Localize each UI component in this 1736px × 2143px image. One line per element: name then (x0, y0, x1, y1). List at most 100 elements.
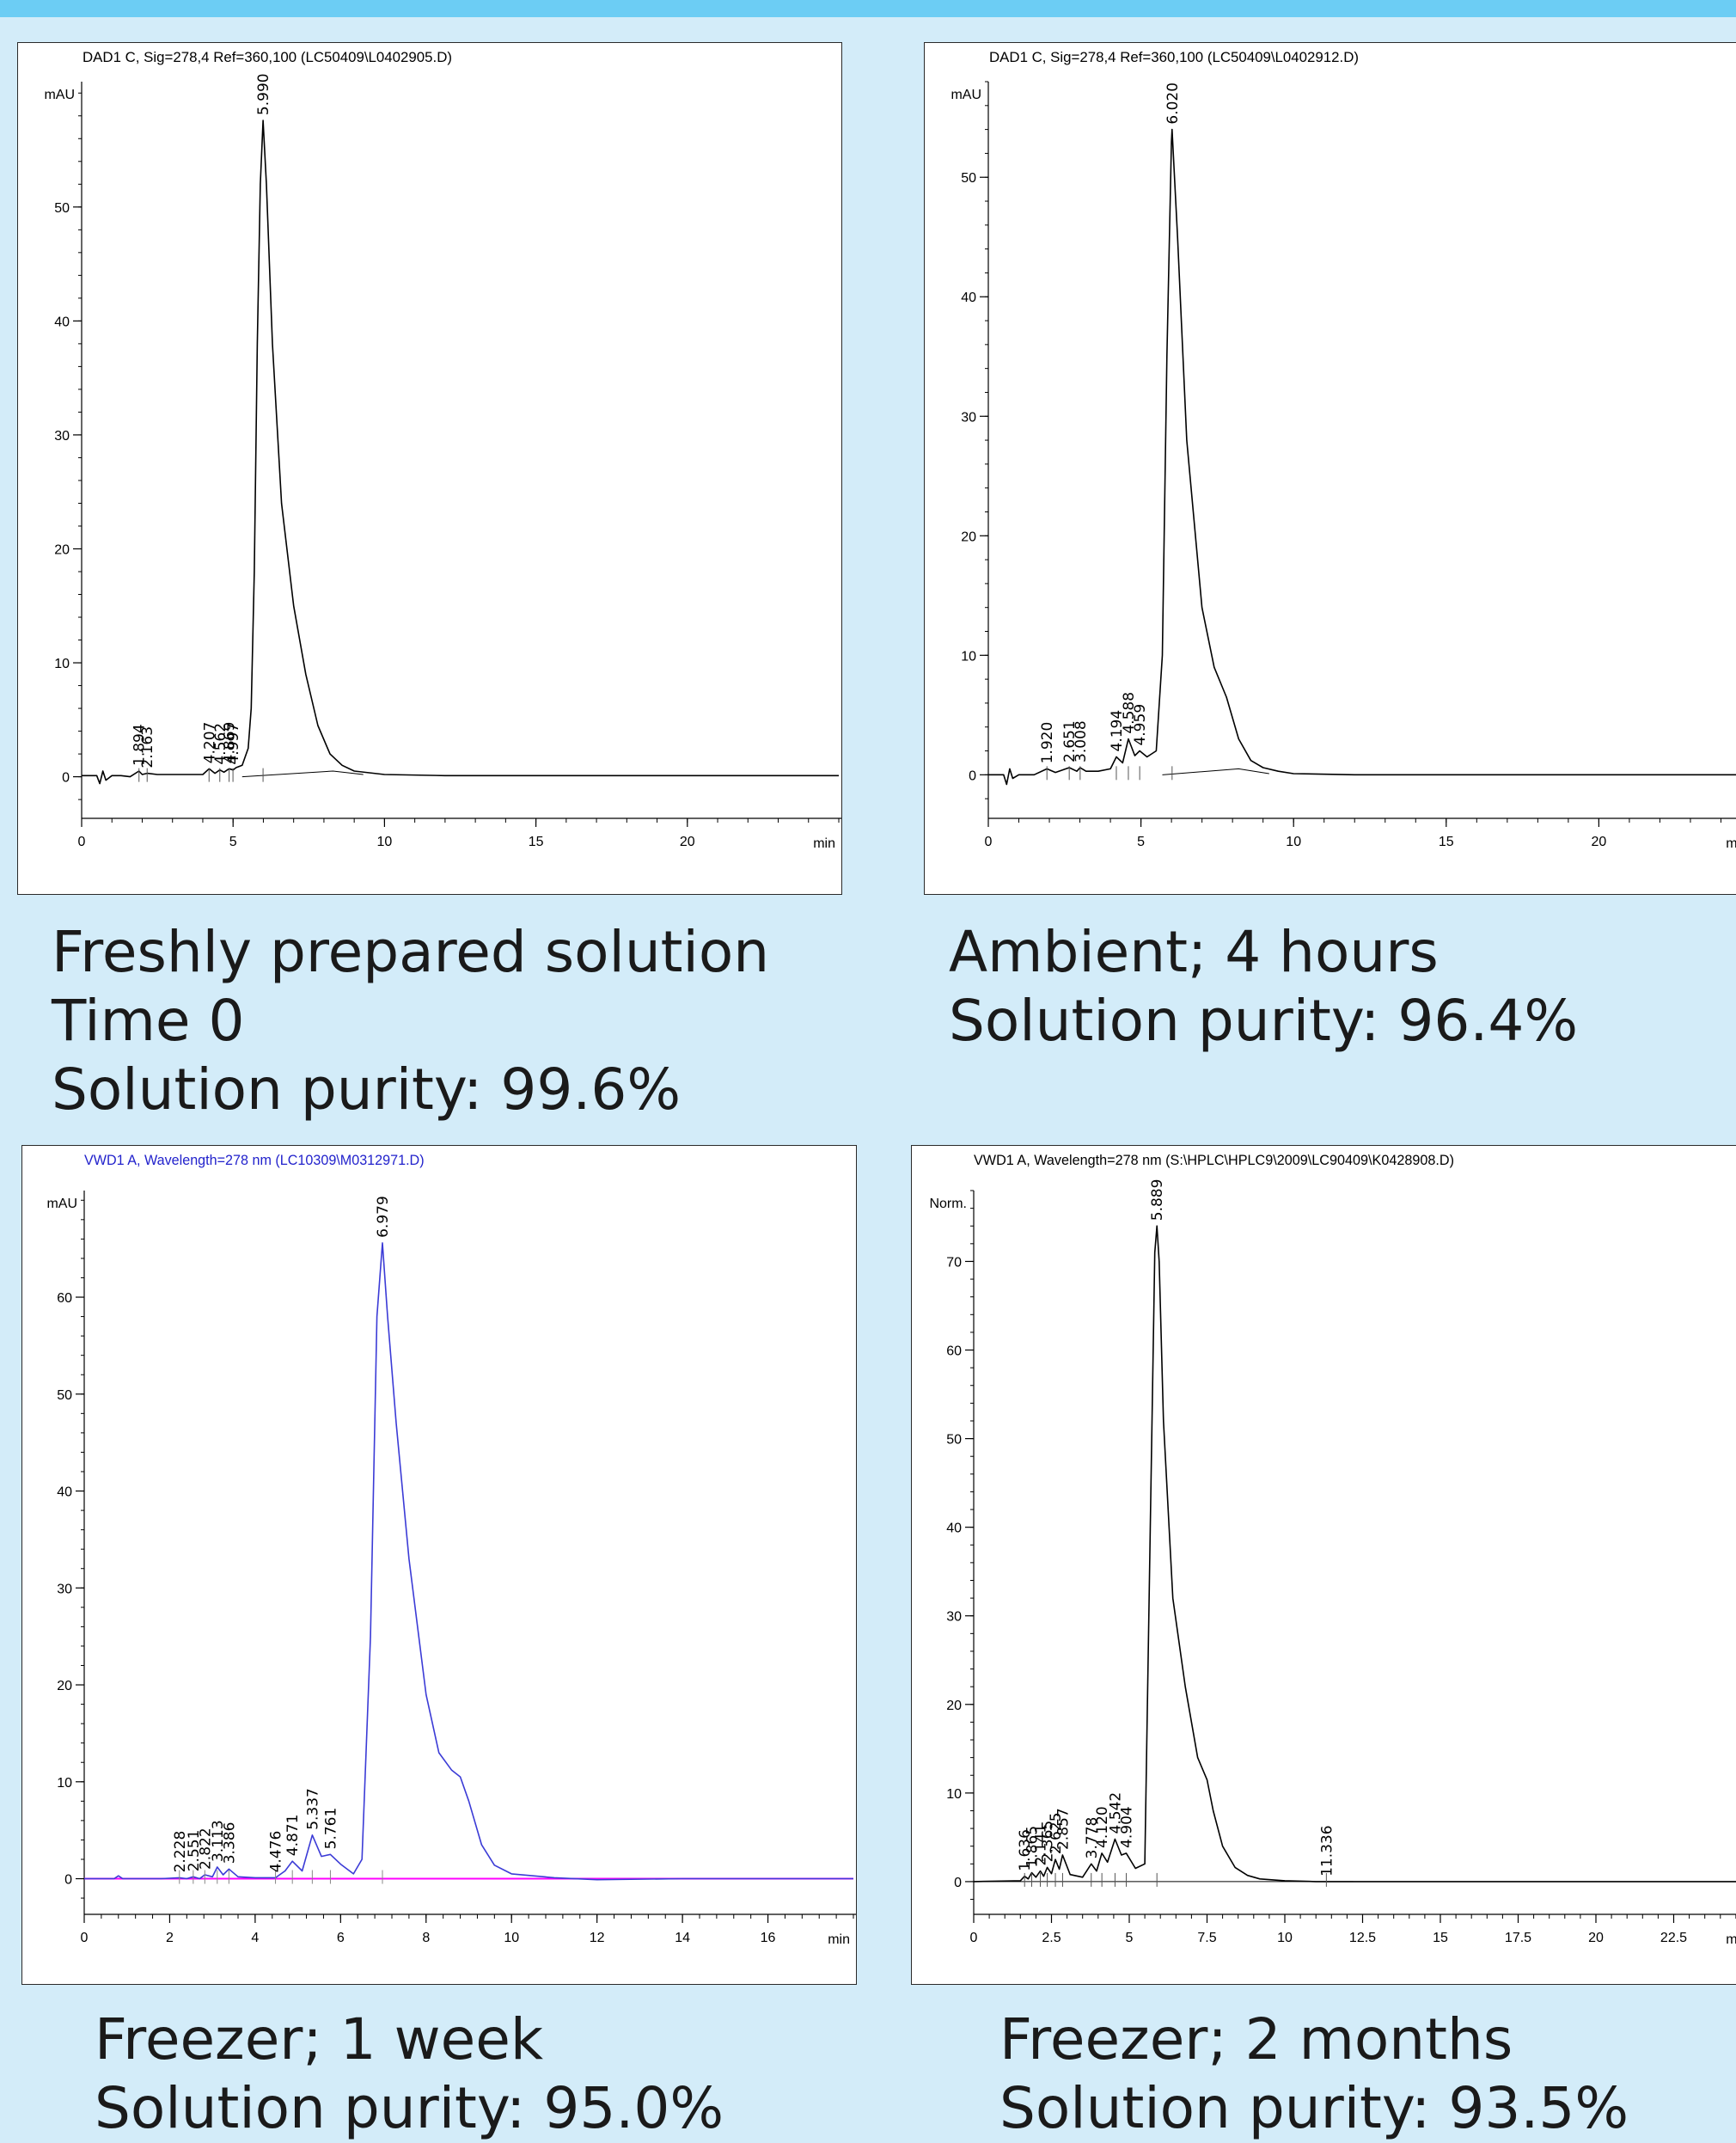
peak-label: 4.904 (1119, 1806, 1136, 1848)
y-tick-label: 20 (57, 1679, 72, 1693)
y-axis-unit: mAU (44, 88, 75, 102)
x-tick-label: 5 (1126, 1931, 1134, 1945)
peak-label: 4.588 (1121, 692, 1138, 734)
x-tick-label: 20 (1592, 835, 1607, 849)
peak-label: 1.894 (131, 724, 149, 766)
x-tick-label: 5 (1137, 835, 1145, 849)
y-tick-label: 40 (961, 291, 976, 305)
y-tick-label: 50 (57, 1388, 72, 1403)
y-tick-label: 60 (57, 1291, 72, 1306)
y-tick-label: 10 (946, 1787, 962, 1802)
chromatogram-panel-fresh: DAD1 C, Sig=278,4 Ref=360,100 (LC50409\L… (17, 42, 842, 895)
chromatogram-fresh: DAD1 C, Sig=278,4 Ref=360,100 (LC50409\L… (44, 49, 841, 851)
y-tick-label: 0 (969, 768, 976, 783)
x-axis-unit: min (1726, 1932, 1736, 1947)
x-tick-label: 10 (1286, 835, 1301, 849)
y-tick-label: 30 (54, 429, 70, 444)
y-tick-label: 50 (946, 1433, 962, 1448)
caption-line: Solution purity: 95.0% (95, 2075, 724, 2141)
chart-title: VWD1 A, Wavelength=278 nm (S:\HPLC\HPLC9… (974, 1152, 1454, 1168)
y-tick-label: 0 (62, 771, 70, 786)
y-tick-label: 50 (961, 171, 976, 186)
x-tick-label: 2.5 (1042, 1931, 1061, 1945)
peak-label: 6.020 (1164, 83, 1182, 125)
caption-line: Time 0 (52, 988, 245, 1054)
y-tick-label: 40 (57, 1485, 72, 1500)
peak-label: 1.920 (1039, 722, 1056, 764)
peak-label: 4.120 (1094, 1806, 1111, 1848)
x-tick-label: 10 (1277, 1931, 1293, 1945)
integration-baseline (1162, 768, 1269, 775)
y-tick-label: 10 (57, 1776, 72, 1791)
peak-label: 5.889 (1149, 1179, 1166, 1222)
peak-label: 3.778 (1084, 1817, 1101, 1859)
chromatogram-panel-freezer-1-week: VWD1 A, Wavelength=278 nm (LC10309\M0312… (21, 1145, 857, 1985)
chromatogram-trace (973, 1225, 1736, 1883)
integration-baseline (241, 770, 364, 778)
peak-label: 3.386 (221, 1822, 238, 1864)
chromatogram-trace (82, 119, 839, 785)
x-tick-label: 6 (337, 1931, 345, 1945)
peak-label: 5.990 (255, 73, 272, 115)
peak-label: 2.228 (172, 1831, 189, 1873)
caption-freezer-2-months: Freezer; 2 months Solution purity: 93.5% (999, 2005, 1629, 2143)
y-tick-label: 20 (961, 530, 976, 544)
y-tick-label: 30 (946, 1610, 962, 1625)
y-tick-label: 40 (946, 1522, 962, 1536)
y-tick-label: 20 (54, 542, 70, 557)
peak-label: 4.959 (1132, 704, 1149, 746)
chromatogram-trace (84, 1242, 853, 1881)
peak-label: 4.207 (201, 722, 218, 764)
x-tick-label: 20 (1588, 1931, 1604, 1945)
y-tick-label: 0 (954, 1876, 962, 1890)
y-tick-label: 20 (946, 1699, 962, 1713)
x-tick-label: 12 (590, 1931, 605, 1945)
x-tick-label: 10 (377, 835, 393, 849)
peak-label: 2.163 (139, 726, 156, 768)
peak-label: 4.194 (1109, 710, 1126, 752)
chromatogram-freezer-1-week: VWD1 A, Wavelength=278 nm (LC10309\M0312… (46, 1152, 856, 1947)
y-axis-unit: mAU (46, 1197, 77, 1211)
chart-title: VWD1 A, Wavelength=278 nm (LC10309\M0312… (84, 1152, 425, 1168)
x-tick-label: 17.5 (1505, 1931, 1531, 1945)
caption-ambient: Ambient; 4 hours Solution purity: 96.4% (949, 918, 1578, 1056)
chromatogram-freezer-2-months: VWD1 A, Wavelength=278 nm (S:\HPLC\HPLC9… (929, 1152, 1736, 1947)
y-tick-label: 30 (57, 1582, 72, 1596)
chart-title: DAD1 C, Sig=278,4 Ref=360,100 (LC50409\L… (83, 49, 452, 65)
peak-label: 6.979 (375, 1196, 392, 1238)
chromatogram-panel-freezer-2-months: VWD1 A, Wavelength=278 nm (S:\HPLC\HPLC9… (911, 1145, 1736, 1985)
peak-label: 5.761 (322, 1808, 339, 1850)
y-tick-label: 60 (946, 1344, 962, 1359)
peak-label: 1.636 (1017, 1829, 1034, 1871)
caption-line: Freshly prepared solution (52, 919, 770, 985)
x-tick-label: 10 (504, 1931, 519, 1945)
chromatogram-trace (988, 128, 1736, 786)
x-axis-unit: min (828, 1932, 850, 1947)
chromatogram-panel-ambient: DAD1 C, Sig=278,4 Ref=360,100 (LC50409\L… (924, 42, 1736, 895)
x-tick-label: 7.5 (1197, 1931, 1216, 1945)
peak-label: 2.551 (186, 1830, 203, 1872)
peak-label: 1.865 (1024, 1826, 1042, 1868)
peak-label: 5.337 (304, 1788, 321, 1830)
caption-line: Ambient; 4 hours (949, 919, 1439, 985)
peak-label: 2.625 (1048, 1812, 1065, 1854)
peak-label: 2.651 (1061, 720, 1079, 762)
y-tick-label: 30 (961, 410, 976, 425)
peak-label: 4.871 (284, 1815, 302, 1857)
x-tick-label: 22.5 (1660, 1931, 1687, 1945)
x-tick-label: 5 (229, 835, 237, 849)
x-axis-unit: min (1726, 836, 1736, 851)
y-tick-label: 70 (946, 1255, 962, 1270)
x-tick-label: 0 (78, 835, 86, 849)
caption-line: Freezer; 1 week (95, 2006, 544, 2073)
peak-label: 2.141 (1033, 1824, 1050, 1866)
caption-fresh: Freshly prepared solution Time 0 Solutio… (52, 918, 769, 1124)
x-tick-label: 2 (166, 1931, 174, 1945)
y-tick-label: 40 (54, 315, 70, 329)
peak-label: 4.562 (212, 723, 229, 765)
x-tick-label: 14 (675, 1931, 690, 1945)
peak-label: 4.869 (222, 722, 239, 764)
x-tick-label: 12.5 (1349, 1931, 1376, 1945)
peak-label: 4.542 (1107, 1792, 1124, 1834)
y-axis-unit: mAU (951, 88, 981, 102)
